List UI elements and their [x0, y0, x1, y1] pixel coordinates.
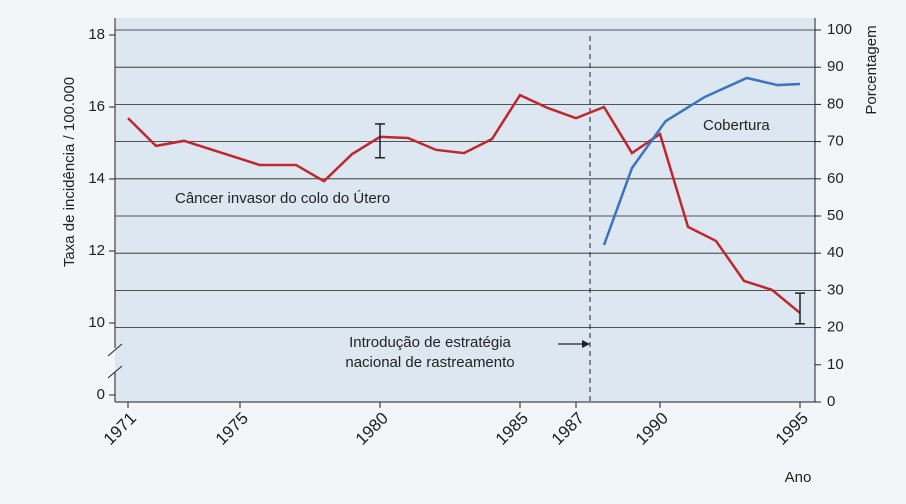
x-tick-label: 1995 — [772, 409, 812, 449]
x-tick-label: 1987 — [548, 409, 588, 449]
y2-tick-label: 40 — [827, 244, 844, 261]
y2-tick-label: 20 — [827, 319, 844, 336]
y2-tick-label: 100 — [827, 21, 852, 38]
plot-area — [115, 18, 815, 402]
series-label: Cobertura — [703, 117, 770, 134]
x-tick-label: 1990 — [632, 409, 672, 449]
annotation: nacional de rastreamento — [345, 354, 514, 371]
y2-tick-label: 60 — [827, 170, 844, 187]
y-tick-label: 0 — [97, 386, 105, 403]
y-tick-label: 12 — [88, 242, 105, 259]
x-tick-label: 1971 — [100, 409, 140, 449]
x-tick-label: 1980 — [352, 409, 392, 449]
y2-tick-label: 10 — [827, 356, 844, 373]
line-series — [127, 93, 801, 314]
y-tick-label: 10 — [88, 314, 105, 331]
axis-break — [107, 343, 123, 357]
y2-tick-label: 0 — [827, 393, 835, 410]
y2-tick-label: 80 — [827, 95, 844, 112]
series-label: Câncer invasor do colo do Útero — [175, 190, 390, 207]
annotation: Introdução de estratégia — [349, 334, 511, 351]
y2-tick-label: 30 — [827, 281, 844, 298]
x-axis-label: Ano — [785, 469, 812, 486]
y2-tick-label: 50 — [827, 207, 844, 224]
y-tick-label: 14 — [88, 170, 105, 187]
y-tick-label: 18 — [88, 26, 105, 43]
y2-tick-label: 90 — [827, 58, 844, 75]
y2-axis-label: Porcentagem — [863, 25, 880, 114]
x-tick-label: 1985 — [492, 409, 532, 449]
x-tick-label: 1975 — [212, 409, 252, 449]
line-series — [602, 76, 801, 246]
y-axis-label: Taxa de incidência / 100.000 — [61, 77, 78, 267]
y2-tick-label: 70 — [827, 133, 844, 150]
y-tick-label: 16 — [88, 98, 105, 115]
annotation-arrowhead — [582, 340, 590, 348]
axis-break — [107, 365, 123, 379]
